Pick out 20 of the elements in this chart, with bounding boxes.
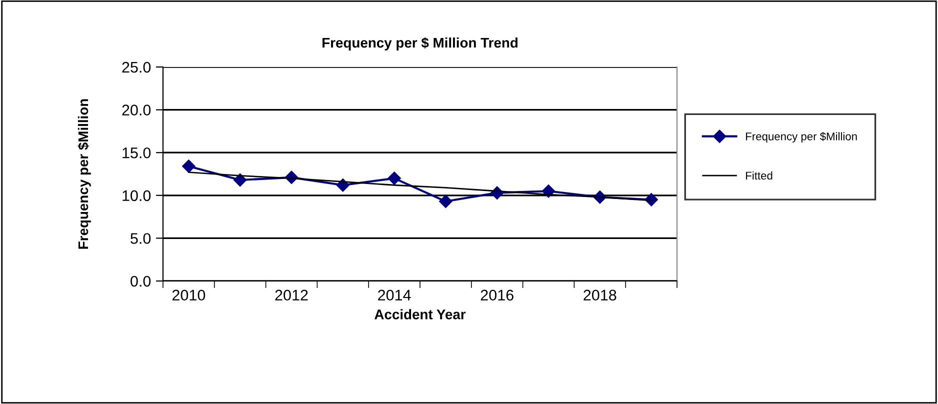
legend-label: Frequency per $Million xyxy=(746,132,857,143)
x-tick-label: 2014 xyxy=(378,290,411,301)
chart-title: Frequency per $ Million Trend xyxy=(322,37,518,50)
y-tick-label: 5.0 xyxy=(130,233,151,244)
y-axis-title: Frequency per $Million xyxy=(78,99,91,249)
x-tick-label: 2010 xyxy=(172,290,206,301)
x-tick-label: 2016 xyxy=(480,290,514,301)
point xyxy=(234,173,247,187)
y-tick-label: 20.0 xyxy=(122,104,151,116)
y-tick-label: 10.0 xyxy=(122,190,151,202)
legend-label: Fitted xyxy=(746,171,772,180)
point xyxy=(439,194,452,208)
y-tick-label: 0.0 xyxy=(130,276,151,287)
x-tick-label: 2018 xyxy=(584,290,616,301)
point xyxy=(182,160,196,173)
x-axis-title: Accident Year xyxy=(374,309,466,320)
y-tick-label: 25.0 xyxy=(122,62,151,73)
point xyxy=(388,172,401,185)
y-tick-label: 15.0 xyxy=(122,147,151,158)
x-tick-label: 2012 xyxy=(275,290,308,301)
